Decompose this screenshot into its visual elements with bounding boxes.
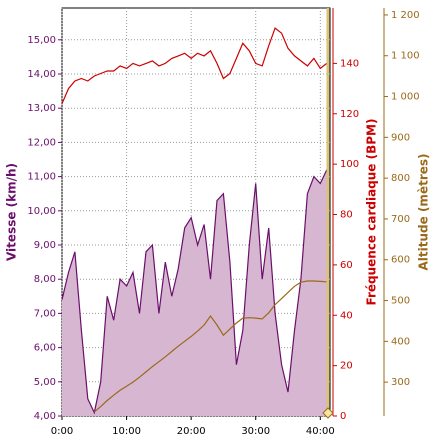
series-line: [61, 169, 328, 415]
y-tick-label: 7,00: [34, 308, 56, 319]
x-tick-label: 30:00: [241, 426, 270, 437]
y-tick-label: 13,00: [27, 103, 56, 114]
x-tick-label: 20:00: [177, 426, 206, 437]
y-tick-label: 8,00: [34, 274, 56, 285]
y3-tick-label: 1 100: [391, 51, 420, 62]
y-axis-title: Vitesse (km/h): [5, 163, 19, 261]
y3-tick-label: 1 000: [391, 92, 420, 103]
y-tick-label: 14,00: [27, 69, 56, 80]
x-tick-label: 0:00: [51, 426, 73, 437]
y2-tick-label: 100: [340, 159, 359, 170]
y2-tick-label: 80: [340, 210, 353, 221]
y2-tick-label: 40: [340, 310, 353, 321]
y-tick-label: 11,00: [27, 172, 56, 183]
x-tick-label: 40:00: [306, 426, 335, 437]
y2-tick-label: 140: [340, 58, 359, 69]
y3-tick-label: 900: [391, 132, 410, 143]
y-tick-label: 9,00: [34, 240, 56, 251]
y2-axis-title: Fréquence cardiaque (BPM): [365, 119, 379, 306]
y-tick-label: 4,00: [34, 411, 56, 422]
speed-area: [62, 169, 327, 416]
y-tick-label: 5,00: [34, 377, 56, 388]
y3-axis-title: Altitude (mètres): [417, 154, 431, 271]
y-tick-label: 12,00: [27, 137, 56, 148]
y3-tick-label: 500: [391, 296, 410, 307]
y2-tick-label: 0: [340, 411, 346, 422]
y2-tick-label: 60: [340, 260, 353, 271]
y-tick-label: 15,00: [27, 35, 56, 46]
cursor-marker: [322, 407, 334, 419]
series-line: [93, 280, 327, 413]
y3-tick-label: 600: [391, 255, 410, 266]
series-line: [61, 27, 328, 104]
y3-tick-label: 400: [391, 336, 410, 347]
y3-tick-label: 1 200: [391, 10, 420, 21]
y2-tick-label: 120: [340, 109, 359, 120]
y3-tick-label: 300: [391, 377, 410, 388]
x-tick-label: 10:00: [112, 426, 141, 437]
y3-tick-label: 800: [391, 173, 410, 184]
y-tick-label: 10,00: [27, 206, 56, 217]
y2-tick-label: 20: [340, 361, 353, 372]
y-tick-label: 6,00: [34, 343, 56, 354]
y3-tick-label: 700: [391, 214, 410, 225]
